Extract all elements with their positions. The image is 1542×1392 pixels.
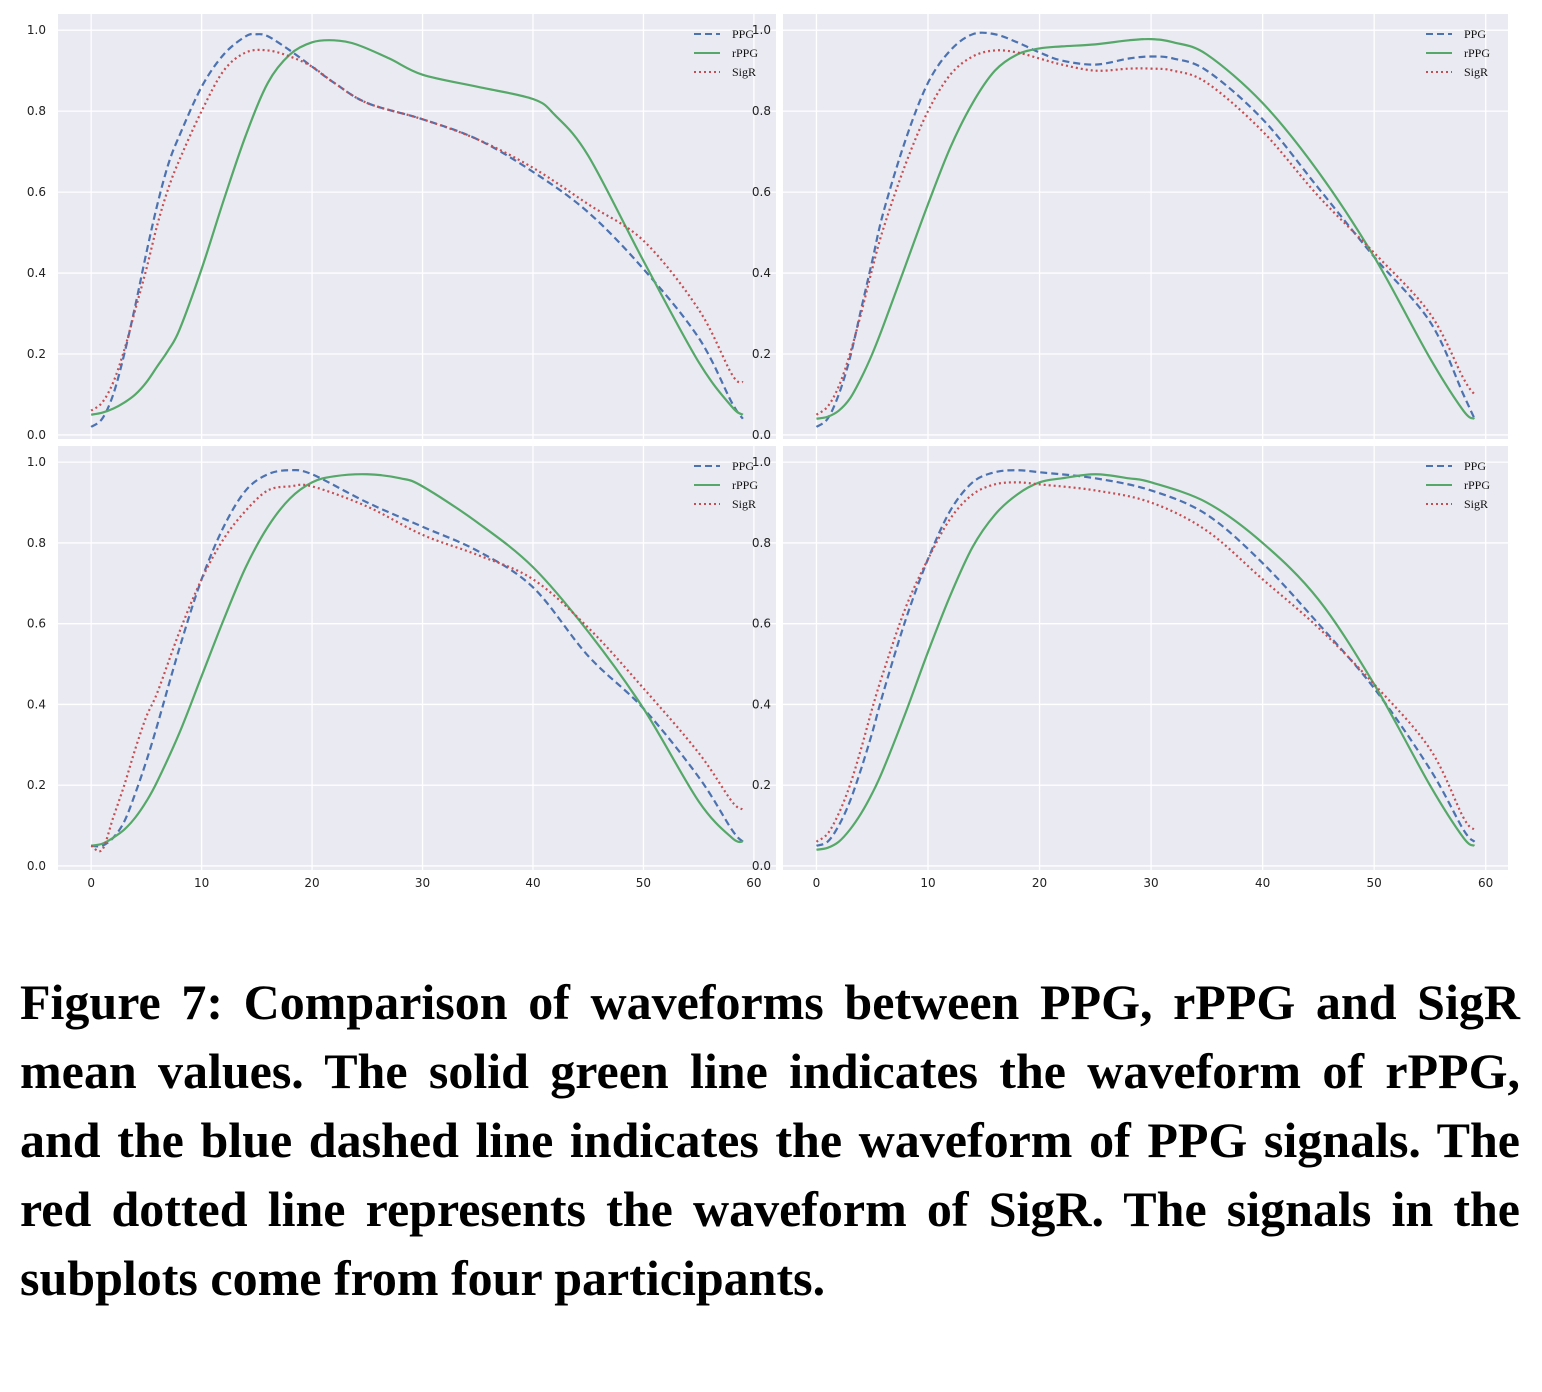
figure-7-chart-grid: 0.00.20.40.60.81.0 PPGrPPGSigR0.00.20.40.… — [27, 14, 1508, 890]
plot-area — [783, 14, 1508, 439]
legend: PPG rPPG SigR — [694, 459, 758, 511]
x-tick-label: 60 — [746, 876, 761, 890]
y-tick-label: 1.0 — [752, 23, 771, 37]
legend-label-sigr: SigR — [1464, 497, 1488, 511]
x-tick-label: 20 — [304, 876, 319, 890]
x-tick-label: 40 — [1255, 876, 1270, 890]
x-tick-label: 50 — [636, 876, 651, 890]
x-tick-label: 50 — [1367, 876, 1382, 890]
y-tick-label: 0.4 — [752, 697, 771, 711]
x-tick-label: 10 — [194, 876, 209, 890]
legend: PPG rPPG SigR — [694, 27, 758, 79]
series-line-rppg — [90, 39, 744, 416]
y-tick-label: 0.8 — [752, 536, 771, 550]
y-tick-label: 0.6 — [27, 185, 46, 199]
legend-label-sigr: SigR — [732, 65, 756, 79]
series-line-rppg — [816, 473, 1476, 851]
legend-label-ppg: PPG — [1464, 27, 1486, 41]
y-tick-label: 1.0 — [27, 23, 46, 37]
y-tick-label: 0.6 — [27, 617, 46, 631]
y-tick-label: 0.6 — [752, 617, 771, 631]
legend-label-ppg: PPG — [732, 27, 754, 41]
subplot-bottom-right: 0.0 0.2 0.4 0.6 0.8 1.0 0 10 20 30 40 50 60 PPG rPPG Si… — [752, 446, 1508, 890]
y-tick-label: 0.2 — [752, 347, 771, 361]
y-tick-label: 0.8 — [752, 104, 771, 118]
y-tick-label: 0.0 — [27, 859, 46, 873]
y-tick-label: 0.2 — [27, 778, 46, 792]
legend-label-rppg: rPPG — [1464, 46, 1490, 60]
series-line-sigr — [815, 481, 1476, 843]
y-tick-label: 0.2 — [27, 347, 46, 361]
legend-label-rppg: rPPG — [1464, 478, 1490, 492]
legend: PPG rPPG SigR — [1426, 459, 1490, 511]
x-tick-label: 60 — [1478, 876, 1493, 890]
series-line-rppg — [816, 37, 1476, 420]
y-tick-label: 0.8 — [27, 536, 46, 550]
y-tick-label: 0.2 — [752, 778, 771, 792]
plot-area — [58, 446, 776, 870]
legend-label-sigr: SigR — [732, 497, 756, 511]
y-tick-label: 0.4 — [752, 266, 771, 280]
y-tick-label: 0.0 — [752, 859, 771, 873]
y-tick-label: 1.0 — [752, 455, 771, 469]
legend-label-sigr: SigR — [1464, 65, 1488, 79]
y-tick-label: 0.0 — [752, 428, 771, 442]
y-tick-label: 1.0 — [27, 455, 46, 469]
x-tick-label: 40 — [525, 876, 540, 890]
series-line-ppg — [816, 469, 1476, 847]
y-tick-label: 0.4 — [27, 697, 46, 711]
subplot-top-right: 0.0 0.2 0.4 0.6 0.8 1.0 PPG rPPG SigR — [752, 14, 1508, 442]
x-tick-label: 10 — [920, 876, 935, 890]
y-tick-label: 0.8 — [27, 104, 46, 118]
plot-area — [783, 446, 1508, 870]
series-line-ppg — [90, 32, 744, 428]
x-tick-label: 30 — [1143, 876, 1158, 890]
plot-area — [58, 14, 776, 439]
y-tick-label: 0.6 — [752, 185, 771, 199]
figure-caption: Figure 7: Comparison of waveforms betwee… — [20, 974, 1520, 1306]
legend-label-rppg: rPPG — [732, 46, 758, 60]
subplot-bottom-left: 0.0 0.2 0.4 0.6 0.8 1.0 0 10 20 30 40 50 60 PPG rPPG Si… — [27, 446, 776, 890]
x-tick-label: 0 — [813, 876, 821, 890]
series-line-rppg — [90, 473, 744, 847]
y-tick-label: 0.0 — [27, 428, 46, 442]
series-line-ppg — [91, 468, 744, 848]
y-tick-label: 0.4 — [27, 266, 46, 280]
x-tick-label: 20 — [1032, 876, 1047, 890]
x-tick-label: 30 — [415, 876, 430, 890]
x-tick-label: 0 — [87, 876, 95, 890]
legend-label-ppg: PPG — [732, 459, 754, 473]
legend-label-rppg: rPPG — [732, 478, 758, 492]
series-line-sigr — [90, 483, 744, 853]
legend: PPG rPPG SigR — [1426, 27, 1490, 79]
legend-label-ppg: PPG — [1464, 459, 1486, 473]
